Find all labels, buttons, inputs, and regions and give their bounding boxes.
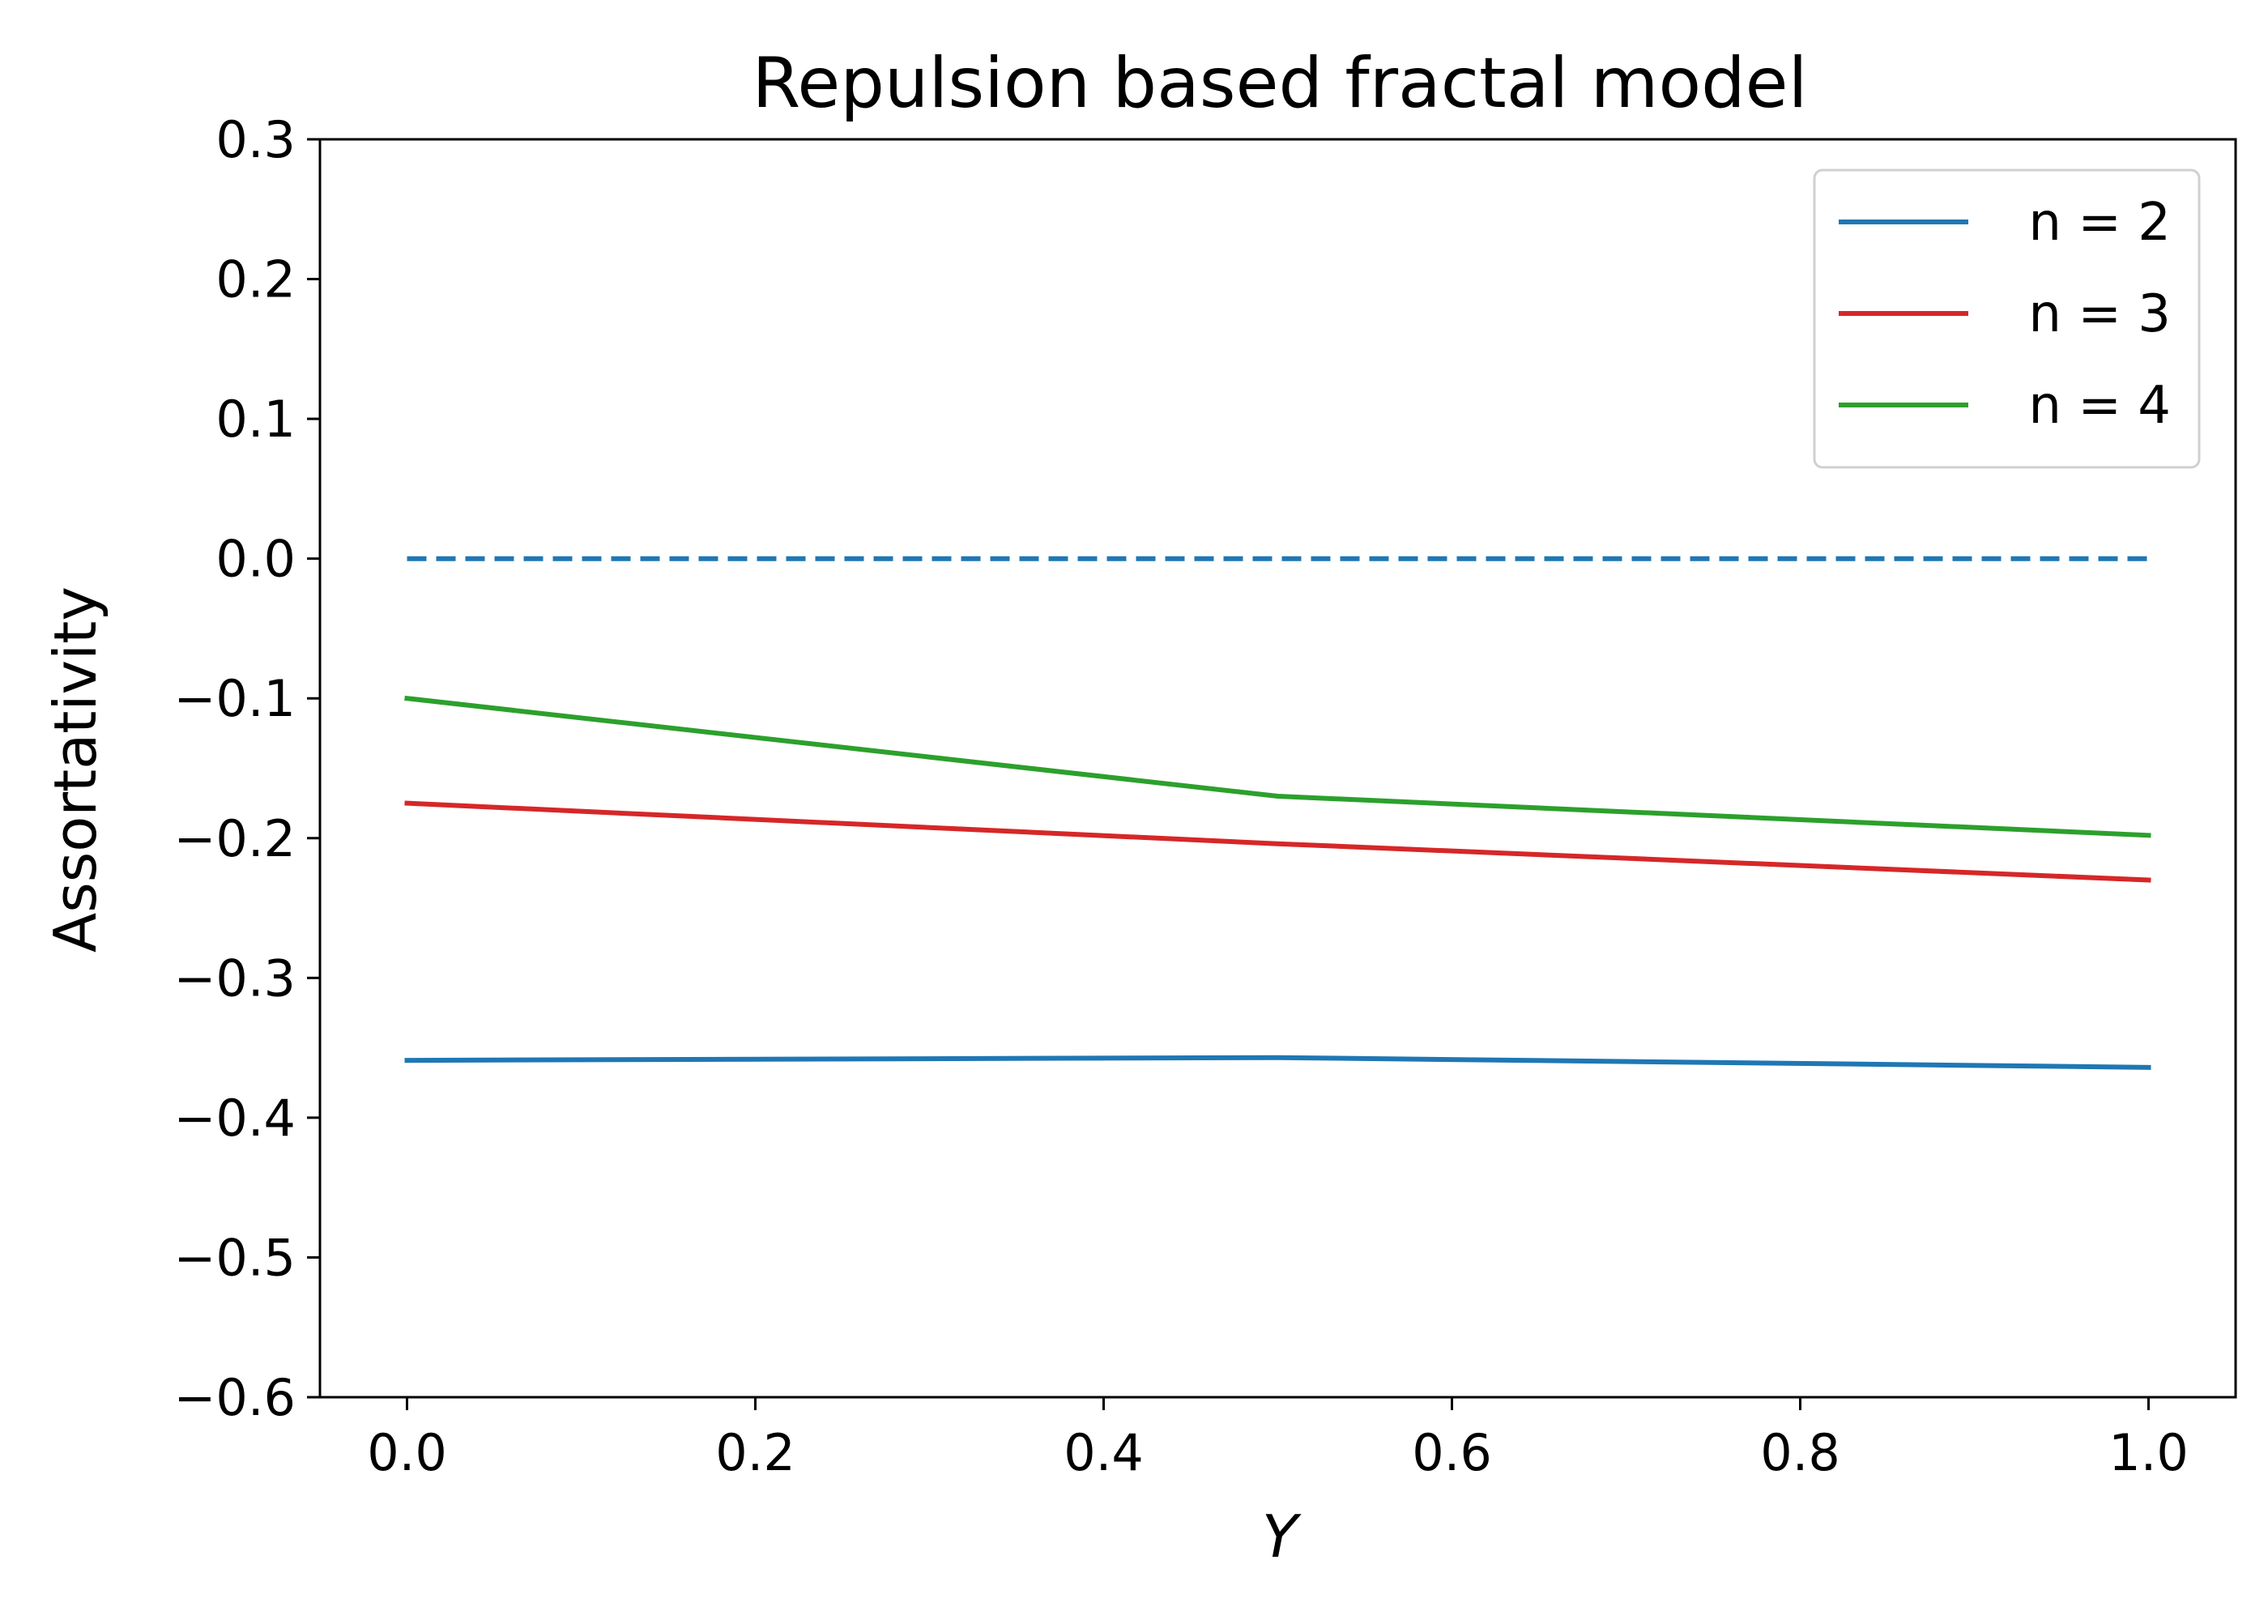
y-tick-label: 0.1 bbox=[215, 390, 296, 449]
y-tick-label: −0.3 bbox=[173, 948, 296, 1008]
legend-label-2: n = 3 bbox=[2028, 284, 2171, 344]
plot-area: 0.0 0.2 0.4 0.6 0.8 1.0 0.3 0.2 0.1 0.0 −0.1 −0.2 −0… bbox=[173, 110, 2237, 1482]
y-tick-label: 0.2 bbox=[215, 250, 296, 309]
x-tick-label: 0.6 bbox=[1412, 1423, 1492, 1482]
x-tick-label: 0.0 bbox=[367, 1423, 447, 1482]
x-tick-label: 0.8 bbox=[1760, 1423, 1840, 1482]
y-tick-label: 0.3 bbox=[215, 110, 296, 169]
series-line-3 bbox=[404, 695, 2151, 838]
y-tick-label: −0.5 bbox=[173, 1228, 296, 1287]
x-axis-label: Y bbox=[1262, 1503, 1302, 1571]
legend-label-1: n = 2 bbox=[2028, 193, 2171, 253]
y-tick-label: −0.1 bbox=[173, 669, 296, 728]
x-tick-label: 1.0 bbox=[2108, 1423, 2189, 1482]
y-tick-label: 0.0 bbox=[215, 530, 296, 589]
legend-label-3: n = 4 bbox=[2028, 376, 2171, 436]
chart-title: Repulsion based fractal model bbox=[752, 43, 1808, 124]
legend-box bbox=[1813, 168, 2201, 469]
y-tick-label: −0.6 bbox=[173, 1368, 296, 1427]
x-tick-label: 0.2 bbox=[715, 1423, 795, 1482]
y-tick-label: −0.2 bbox=[173, 809, 296, 868]
x-tick-label: 0.4 bbox=[1064, 1423, 1144, 1482]
y-axis-label: Assortativity bbox=[41, 586, 109, 953]
series-line-2 bbox=[404, 800, 2151, 883]
y-tick-label: −0.4 bbox=[173, 1089, 296, 1148]
series-line-1 bbox=[404, 1055, 2151, 1070]
plot-frame bbox=[318, 138, 2237, 1399]
